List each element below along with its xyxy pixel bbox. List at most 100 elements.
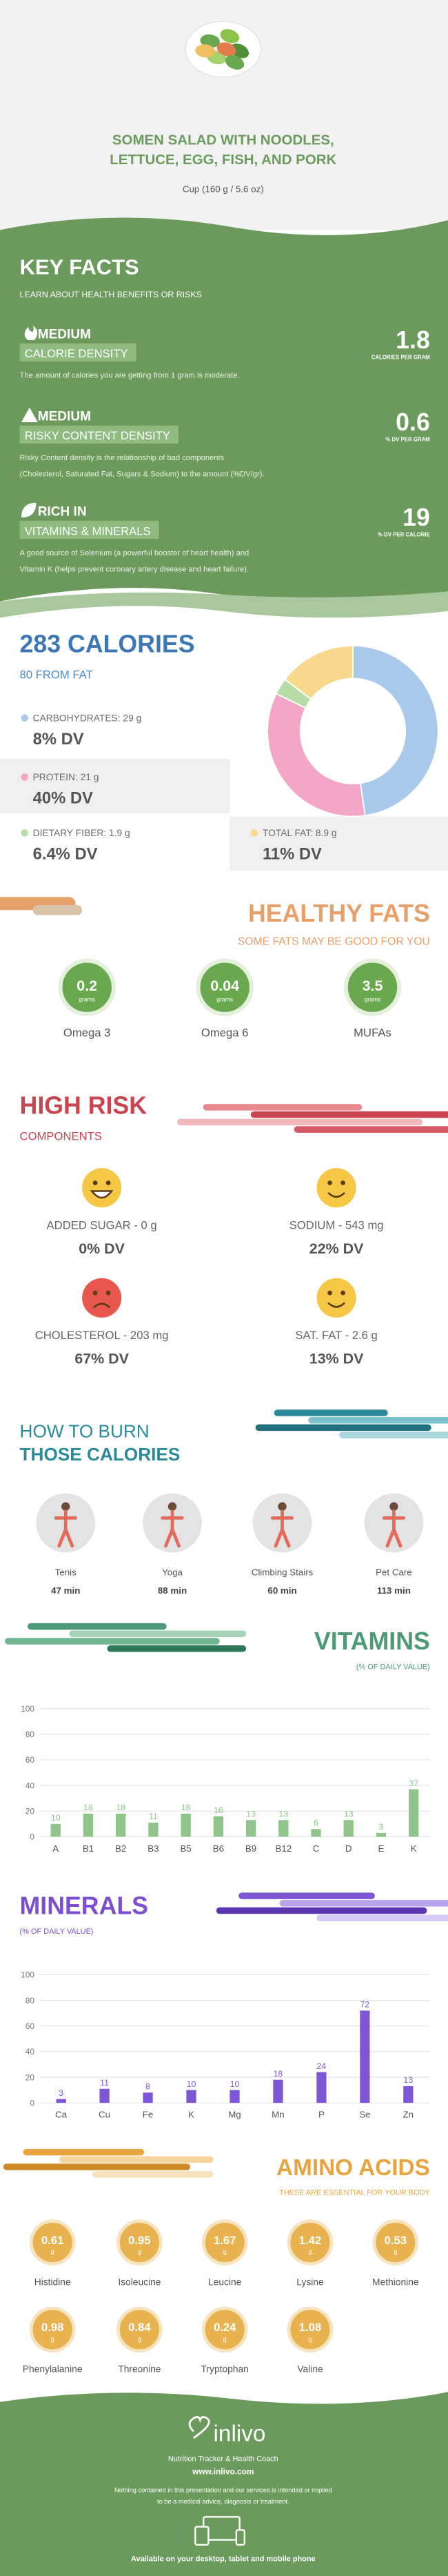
y-tick-label: 60: [26, 2021, 35, 2031]
risk-dv: 67% DV: [74, 1351, 129, 1367]
person-head: [61, 1502, 70, 1511]
bar: [143, 2092, 153, 2103]
availability: Available on your desktop, tablet and mo…: [131, 2555, 316, 2564]
y-tick-label: 0: [30, 1832, 34, 1842]
salad-leaf: [216, 42, 236, 57]
face-eye: [92, 1180, 98, 1185]
activity-name: Climbing Stairs: [252, 1567, 314, 1578]
decoration-stripe: [3, 2163, 191, 2170]
legend-label: DIETARY FIBER: 1.9 g: [33, 827, 130, 838]
x-tick-label: A: [52, 1843, 59, 1854]
decoration-stripe: [27, 1623, 167, 1630]
amino-unit: g: [394, 2248, 397, 2256]
risk-label: CHOLESTEROL - 203 mg: [35, 1329, 169, 1342]
decoration-stripe: [274, 1409, 388, 1416]
value-label: 10: [230, 2079, 240, 2089]
salad-leaf: [195, 44, 215, 58]
salad-leaf: [225, 55, 245, 70]
fact-value: 0.6: [396, 408, 430, 436]
x-tick-label: B1: [83, 1843, 94, 1854]
amino-value: 0.53: [385, 2234, 407, 2247]
fact-label: RISKY CONTENT DENSITY: [25, 429, 170, 442]
amino-circle: [32, 2310, 72, 2350]
fat-unit: grams: [216, 995, 233, 1002]
legend-label: TOTAL FAT: 8.9 g: [263, 827, 337, 838]
amino-circle: [290, 2310, 330, 2350]
value-label: 13: [246, 1809, 256, 1819]
page-title: LETTUCE, EGG, FISH, AND PORK: [110, 152, 336, 168]
value-label: 16: [214, 1805, 223, 1815]
legend-dot: [21, 773, 28, 781]
x-tick-label: E: [378, 1843, 385, 1854]
fact-text: The amount of calories you are getting f…: [20, 372, 240, 380]
bar: [83, 1813, 94, 1837]
y-tick-label: 40: [26, 2047, 35, 2057]
chart-subtitle: (% OF DAILY VALUE): [356, 1663, 430, 1671]
value-label: 11: [100, 2078, 109, 2088]
risk-dv: 13% DV: [309, 1351, 364, 1367]
page-title: SOMEN SALAD WITH NOODLES,: [112, 132, 334, 148]
risk-face: [82, 1168, 122, 1208]
bar: [245, 1820, 256, 1837]
brand-name: inlivo: [214, 2421, 266, 2447]
decoration-stripe: [308, 1416, 448, 1424]
x-tick-label: C: [313, 1843, 320, 1854]
decoration-stripe: [316, 1914, 448, 1922]
activity-name: Tenis: [55, 1567, 77, 1578]
decoration-stripe: [255, 1424, 431, 1431]
donut-segment: [284, 644, 354, 700]
y-tick-label: 80: [26, 1730, 35, 1739]
amino-value: 0.95: [128, 2234, 150, 2247]
decoration-stripe: [203, 1104, 363, 1111]
amino-unit: g: [51, 2335, 54, 2343]
x-tick-label: D: [345, 1843, 352, 1854]
activity-name: Yoga: [162, 1567, 183, 1578]
fact-text: A good source of Selenium (a powerful bo…: [20, 549, 250, 557]
decoration-stripe: [69, 1630, 247, 1638]
bar: [360, 2010, 370, 2103]
x-tick-label: P: [318, 2110, 325, 2120]
value-label: 13: [344, 1809, 354, 1819]
decoration-stripe: [32, 905, 83, 915]
warning-icon: [21, 407, 38, 423]
amino-name: Tryptophan: [201, 2364, 249, 2375]
y-tick-label: 20: [26, 1807, 35, 1816]
legend-dv: 8% DV: [33, 730, 84, 749]
x-tick-label: Zn: [403, 2110, 414, 2120]
fact-text: Risky Content density is the relationshi…: [20, 454, 225, 462]
face-mouth: [327, 1302, 345, 1308]
person-body: [161, 1509, 184, 1548]
activity-time: 47 min: [51, 1585, 80, 1596]
decoration-stripe: [4, 1638, 220, 1645]
bar: [99, 2088, 110, 2103]
amino-circle: [205, 2223, 245, 2263]
value-label: 72: [360, 2000, 369, 2010]
decoration-stripe: [339, 1431, 448, 1438]
value-label: 24: [317, 2061, 327, 2071]
value-label: 37: [409, 1779, 418, 1788]
decoration-stripe: [59, 2156, 214, 2163]
x-tick-label: Ca: [55, 2110, 68, 2120]
amino-unit: g: [223, 2248, 227, 2256]
fact-level: MEDIUM: [38, 328, 91, 342]
fat-unit: grams: [79, 995, 95, 1002]
face-eye: [327, 1290, 332, 1296]
amino-name: Leucine: [208, 2276, 242, 2287]
value-label: 13: [403, 2075, 413, 2085]
value-label: 13: [278, 1809, 288, 1819]
bar: [273, 2079, 283, 2103]
bar: [148, 1822, 159, 1837]
face-mouth: [92, 1302, 111, 1309]
x-tick-label: B9: [245, 1843, 256, 1854]
y-tick-label: 60: [26, 1755, 35, 1765]
chart-subtitle: (% OF DAILY VALUE): [20, 1928, 94, 1936]
fat-name: Omega 6: [201, 1027, 249, 1040]
bar: [181, 1813, 191, 1837]
face-eye: [340, 1180, 345, 1185]
amino-name: Lysine: [296, 2276, 324, 2287]
legend-label: CARBOHYDRATES: 29 g: [33, 712, 142, 723]
x-tick-label: B3: [147, 1843, 159, 1854]
amino-name: Methionine: [372, 2276, 419, 2287]
section-title: HEALTHY FATS: [248, 900, 430, 927]
